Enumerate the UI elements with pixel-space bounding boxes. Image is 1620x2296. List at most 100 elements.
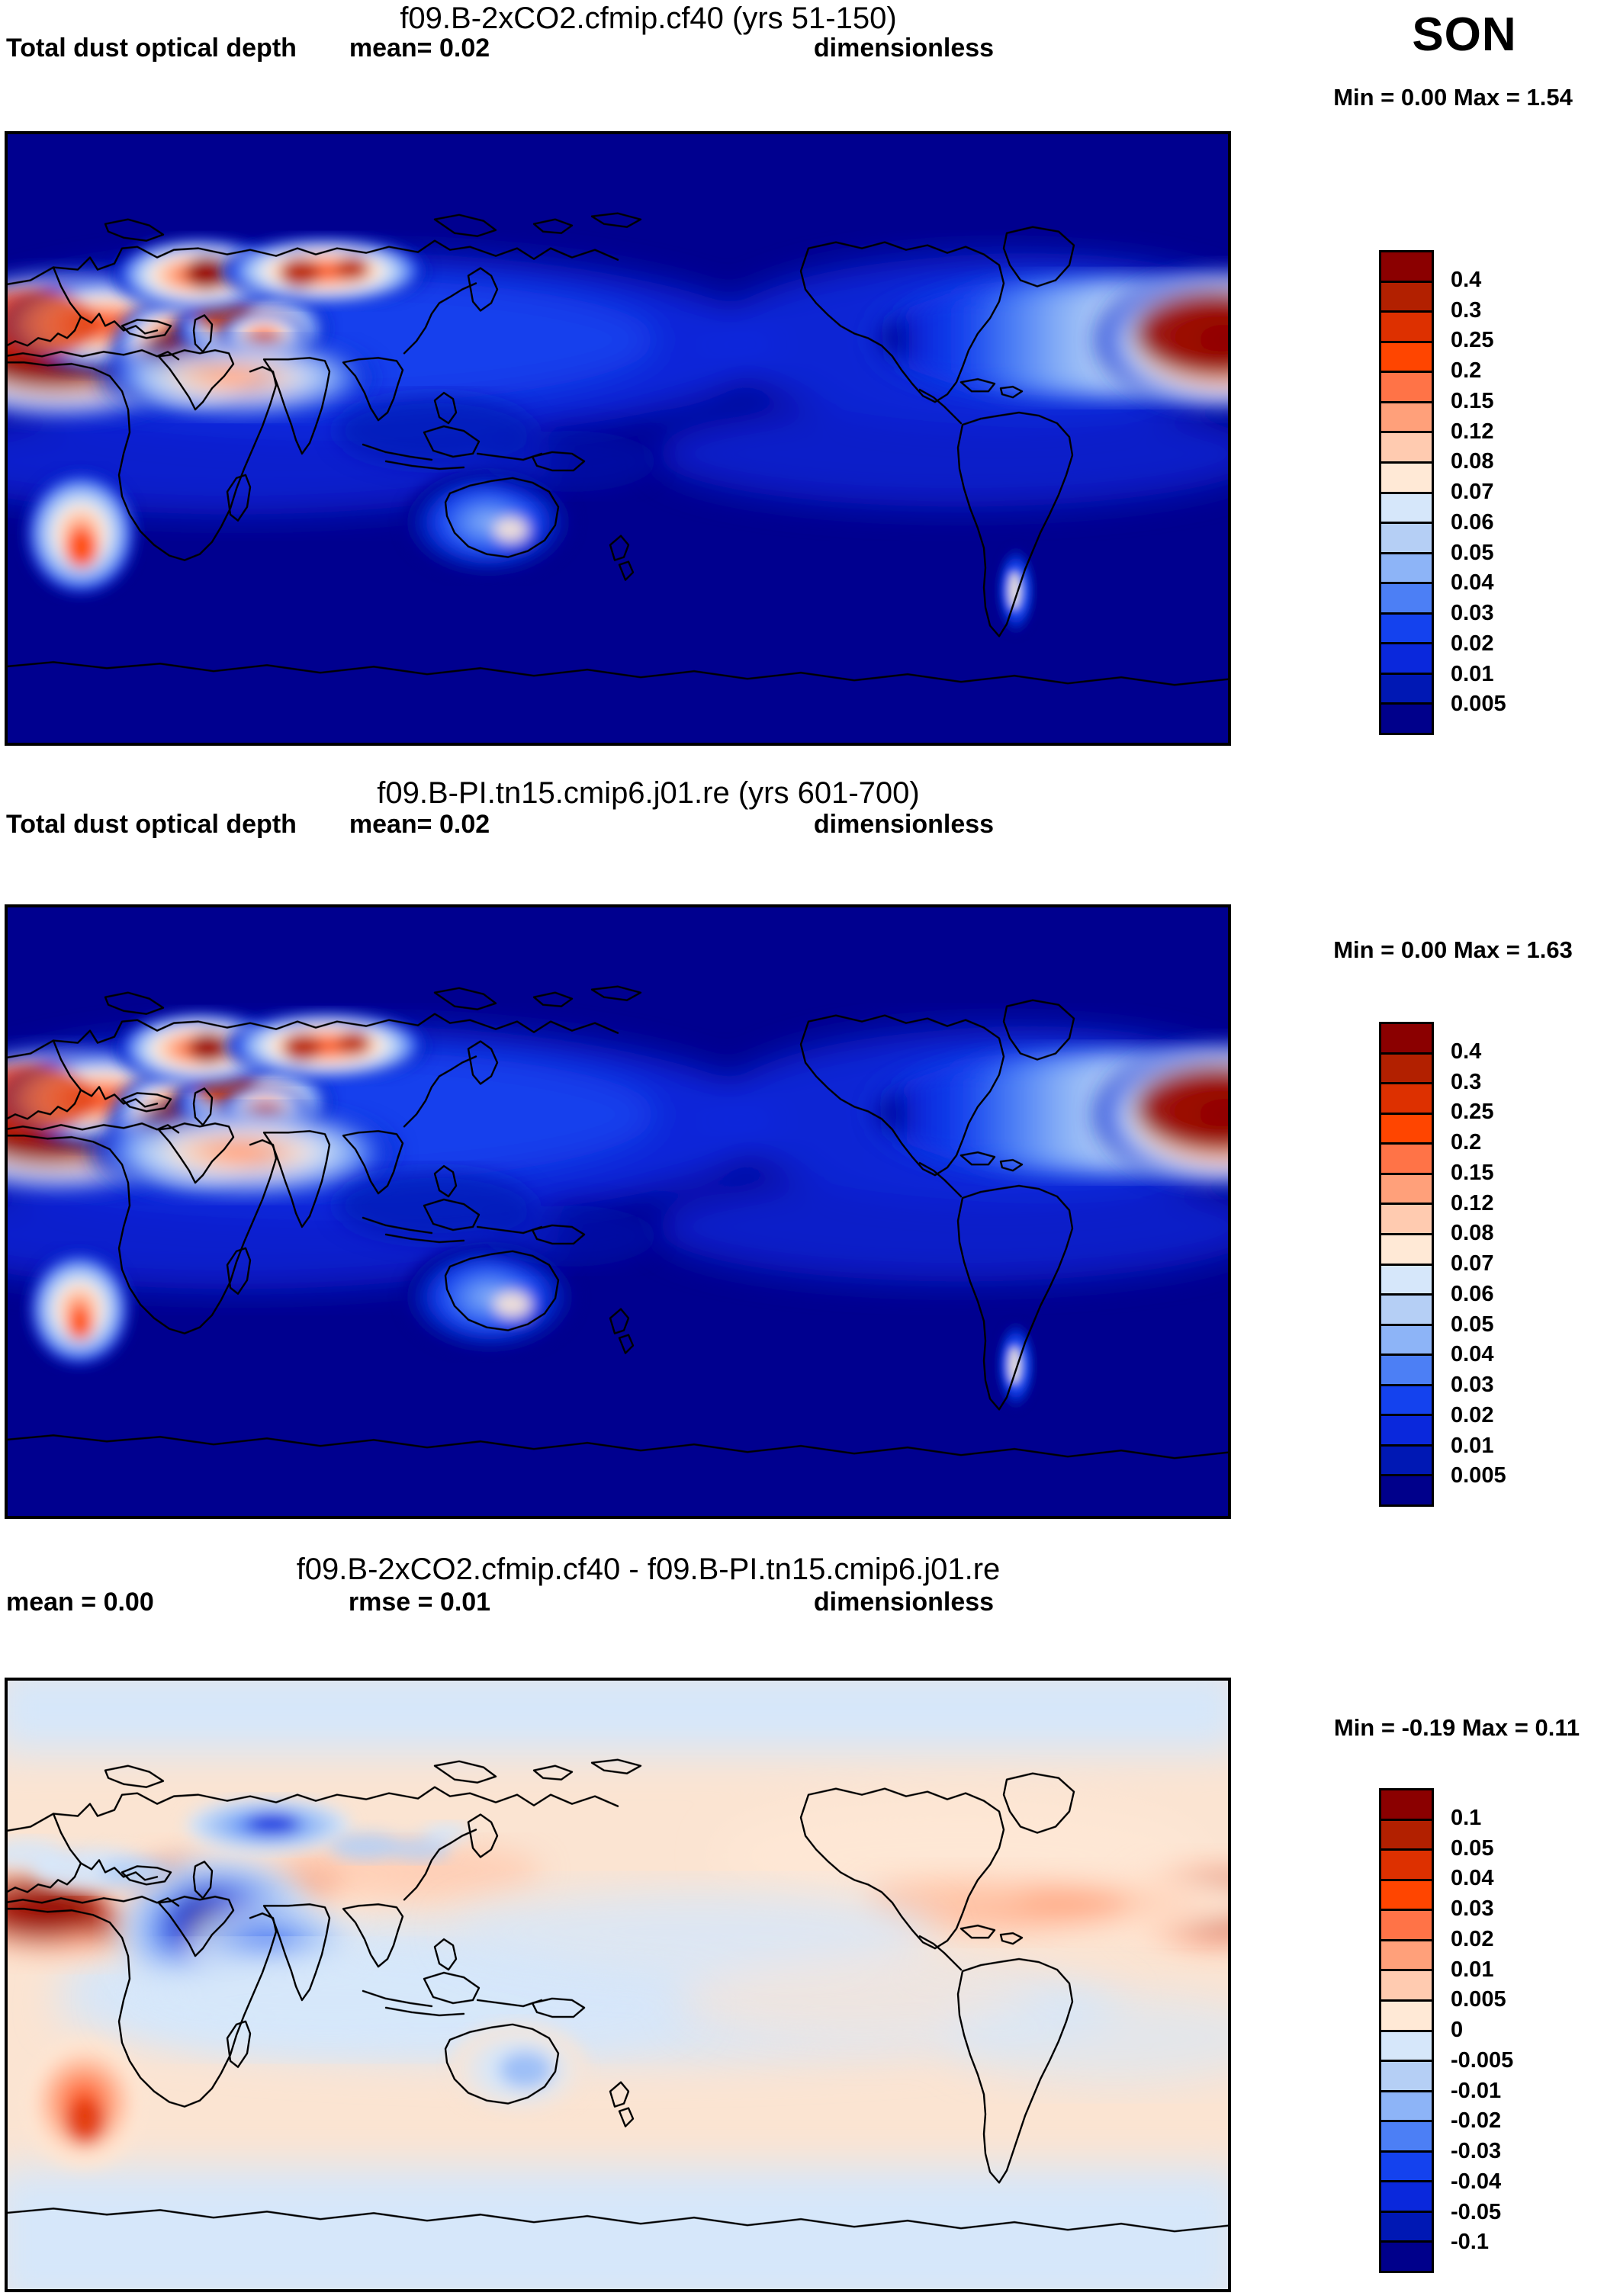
panel-top-colorbar-labels: 0.4 0.3 0.25 0.2 0.15 0.12 0.08 0.07 0.06 0.05 0.0… [1451, 250, 1596, 735]
colorbar-tick-label: 0.1 [1451, 1805, 1482, 1830]
colorbar-band [1381, 1325, 1432, 1357]
colorbar-tick-label: 0.005 [1451, 1987, 1506, 2012]
colorbar-band [1381, 1941, 1432, 1972]
colorbar-tick-label: 0.12 [1451, 419, 1494, 444]
colorbar-band [1381, 403, 1432, 434]
colorbar-band [1381, 1386, 1432, 1417]
panel-top-mean-label: mean= 0.02 [349, 34, 490, 63]
colorbar-band [1381, 313, 1432, 343]
colorbar-tick-label: 0 [1451, 2018, 1464, 2042]
colorbar-band [1381, 554, 1432, 585]
panel-mid-mean-label: mean= 0.02 [349, 810, 490, 839]
colorbar-tick-label: 0.03 [1451, 1896, 1494, 1921]
colorbar-tick-label: -0.1 [1451, 2230, 1489, 2255]
colorbar-band [1381, 584, 1432, 615]
panel-mid-colorbar-labels: 0.4 0.3 0.25 0.2 0.15 0.12 0.08 0.07 0.06 0.05 0.0… [1451, 1022, 1596, 1507]
colorbar-band [1381, 1356, 1432, 1386]
panel-mid-variable-label: Total dust optical depth [6, 810, 297, 839]
colorbar-tick-label: 0.005 [1451, 692, 1506, 717]
colorbar-tick-label: -0.01 [1451, 2078, 1502, 2103]
panel-diff-map-svg [8, 1681, 1228, 2289]
colorbar-tick-label: 0.01 [1451, 661, 1494, 686]
panel-diff-title: f09.B-2xCO2.cfmip.cf40 - f09.B-PI.tn15.c… [296, 1553, 1001, 1586]
panel-mid-units-label: dimensionless [813, 810, 995, 839]
panel-top-units-label: dimensionless [813, 34, 995, 63]
colorbar-tick-label: -0.02 [1451, 2108, 1502, 2134]
colorbar-band [1381, 1446, 1432, 1477]
colorbar-tick-label: 0.06 [1451, 1281, 1494, 1306]
colorbar-tick-label: 0.02 [1451, 631, 1494, 656]
colorbar-band [1381, 2092, 1432, 2123]
colorbar-band [1381, 1416, 1432, 1447]
colorbar-tick-label: 0.06 [1451, 509, 1494, 535]
colorbar-band [1381, 2122, 1432, 2153]
colorbar-tick-label: -0.05 [1451, 2199, 1502, 2224]
colorbar-band [1381, 1820, 1432, 1851]
season-label: SON [1412, 8, 1517, 61]
colorbar-band [1381, 1265, 1432, 1296]
colorbar-band [1381, 614, 1432, 645]
colorbar-band [1381, 2212, 1432, 2243]
colorbar-tick-label: 0.05 [1451, 540, 1494, 565]
colorbar-tick-label: 0.04 [1451, 570, 1494, 596]
colorbar-band [1381, 1911, 1432, 1941]
colorbar-tick-label: 0.3 [1451, 297, 1482, 323]
panel-top-variable-label: Total dust optical depth [6, 34, 297, 63]
colorbar-tick-label: 0.07 [1451, 480, 1494, 504]
panel-diff-map [5, 1678, 1231, 2292]
colorbar-tick-label: 0.03 [1451, 1373, 1494, 1397]
colorbar-tick-label: 0.005 [1451, 1463, 1506, 1488]
colorbar-tick-label: -0.04 [1451, 2169, 1502, 2194]
colorbar-tick-label: 0.25 [1451, 1100, 1494, 1125]
panel-top-colorbar [1379, 250, 1434, 735]
colorbar-band [1381, 1296, 1432, 1326]
colorbar-tick-label: 0.05 [1451, 1312, 1494, 1337]
panel-diff-units-label: dimensionless [813, 1588, 995, 1617]
panel-top-minmax: Min = 0.00 Max = 1.54 [1333, 84, 1573, 111]
colorbar-tick-label: 0.03 [1451, 601, 1494, 625]
panel-top-map [5, 131, 1231, 746]
colorbar-tick-label: 0.04 [1451, 1342, 1494, 1367]
colorbar-tick-label: 0.07 [1451, 1251, 1494, 1276]
panel-top-map-svg [8, 134, 1228, 743]
panel-diff-colorbar [1379, 1788, 1434, 2273]
panel-diff-colorbar-labels: 0.1 0.05 0.04 0.03 0.02 0.01 0.005 0 -0.005 -0.01… [1451, 1788, 1603, 2273]
colorbar-tick-label: 0.4 [1451, 267, 1482, 292]
colorbar-band [1381, 1971, 1432, 2002]
colorbar-tick-label: -0.03 [1451, 2139, 1502, 2163]
panel-mid-colorbar [1379, 1022, 1434, 1507]
colorbar-band [1381, 1790, 1432, 1821]
panel-diff-rmse-label: rmse = 0.01 [348, 1588, 491, 1617]
colorbar-tick-label: 0.15 [1451, 1160, 1494, 1185]
panel-diff-mean-label: mean = 0.00 [6, 1588, 154, 1617]
colorbar-tick-label: 0.02 [1451, 1402, 1494, 1427]
colorbar-band [1381, 1114, 1432, 1145]
colorbar-tick-label: 0.08 [1451, 449, 1494, 474]
colorbar-band [1381, 674, 1432, 705]
colorbar-band [1381, 1851, 1432, 1881]
colorbar-band [1381, 1235, 1432, 1266]
colorbar-band [1381, 493, 1432, 525]
colorbar-tick-label: 0.25 [1451, 328, 1494, 353]
panel-diff-minmax: Min = -0.19 Max = 0.11 [1333, 1714, 1580, 1741]
colorbar-band [1381, 1880, 1432, 1912]
colorbar-band [1381, 433, 1432, 464]
colorbar-band [1381, 1174, 1432, 1206]
colorbar-tick-label: 0.04 [1451, 1866, 1494, 1891]
colorbar-band [1381, 524, 1432, 554]
colorbar-tick-label: 0.02 [1451, 1926, 1494, 1951]
colorbar-tick-label: 0.08 [1451, 1221, 1494, 1246]
colorbar-band [1381, 2152, 1432, 2183]
panel-mid-map-svg [8, 907, 1228, 1516]
colorbar-band [1381, 1205, 1432, 1235]
colorbar-band [1381, 644, 1432, 675]
colorbar-band [1381, 342, 1432, 374]
colorbar-tick-label: 0.01 [1451, 1433, 1494, 1458]
colorbar-band [1381, 373, 1432, 403]
colorbar-tick-label: 0.01 [1451, 1957, 1494, 1982]
colorbar-tick-label: 0.2 [1451, 358, 1482, 383]
colorbar-band [1381, 1145, 1432, 1175]
panel-mid-title: f09.B-PI.tn15.cmip6.j01.re (yrs 601-700) [377, 776, 920, 810]
colorbar-band [1381, 1054, 1432, 1085]
colorbar-band [1381, 282, 1432, 313]
